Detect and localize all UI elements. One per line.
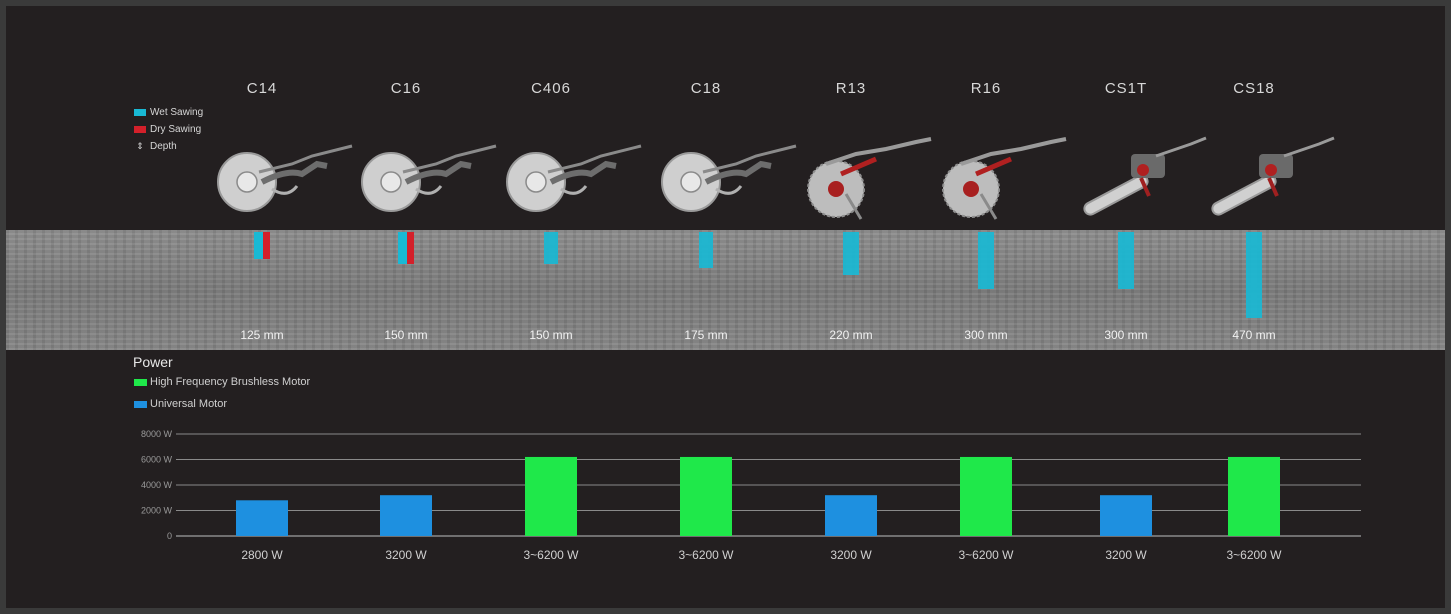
power-bar (1100, 495, 1152, 536)
depth-label: 300 mm (1104, 328, 1148, 342)
depth-icon: ⇕ (136, 141, 144, 151)
depth-label: 470 mm (1232, 328, 1276, 342)
chain-saw-icon (1083, 136, 1207, 216)
power-bar-chart: 0 2000 W 4000 W 6000 W 8000 W 2800 W 3200 W 3~6… (141, 429, 1361, 562)
ring-saw-icon (217, 144, 353, 212)
legend-universal: Universal Motor (134, 398, 227, 410)
y-tick-label: 0 (167, 531, 172, 541)
power-value-label: 3200 W (1105, 548, 1147, 562)
legend-dry-label: Dry Sawing (150, 124, 202, 135)
model-label: C14 (246, 80, 278, 97)
concrete-section (6, 230, 1445, 350)
power-value-label: 3200 W (385, 548, 427, 562)
dry-depth-bar (263, 232, 270, 259)
power-bar (1228, 456, 1280, 536)
power-bar (960, 456, 1012, 536)
wall-saw-icon (807, 137, 932, 220)
model-label: CS1T (1104, 80, 1148, 97)
wet-depth-bar (699, 232, 713, 268)
wet-depth-bar (254, 232, 263, 259)
wet-depth-bar (1246, 232, 1262, 318)
legend-wet-label: Wet Sawing (150, 107, 204, 118)
wet-depth-bar (1118, 232, 1134, 289)
depth-label: 175 mm (684, 328, 728, 342)
wet-sawing-swatch (134, 108, 146, 116)
power-bar (680, 456, 732, 536)
depth-bars (254, 232, 1262, 318)
power-bar (236, 500, 288, 536)
ring-saw-icon (661, 144, 797, 212)
model-label: CS18 (1233, 80, 1275, 97)
wet-depth-bar (843, 232, 859, 275)
wet-depth-bar (978, 232, 994, 289)
y-tick-label: 2000 W (141, 506, 173, 516)
model-label: R16 (970, 80, 1002, 97)
model-label: R13 (835, 80, 867, 97)
wet-depth-bar (544, 232, 558, 264)
depth-label: 150 mm (529, 328, 573, 342)
y-tick-label: 8000 W (141, 429, 173, 439)
product-comparison-panel: C14 C16 C406 C18 R13 R16 CS1T CS18 Wet Sawing D… (6, 6, 1445, 608)
power-value-label: 3~6200 W (958, 548, 1014, 562)
legend-depth: ⇕ Depth (134, 141, 177, 152)
legend-dry-sawing: Dry Sawing (134, 124, 201, 135)
dry-depth-bar (407, 232, 414, 264)
power-value-label: 3~6200 W (1226, 548, 1282, 562)
ring-saw-icon (506, 144, 642, 212)
y-tick-label: 4000 W (141, 480, 173, 490)
depth-label: 300 mm (964, 328, 1008, 342)
dry-sawing-swatch (134, 125, 146, 133)
brushless-swatch (134, 378, 147, 386)
legend-brushless: High Frequency Brushless Motor (134, 376, 310, 388)
wet-depth-bar (398, 232, 407, 264)
depth-label: 150 mm (384, 328, 428, 342)
power-value-label: 3200 W (830, 548, 872, 562)
power-value-label: 2800 W (241, 548, 283, 562)
power-value-label: 3~6200 W (523, 548, 579, 562)
wall-saw-icon (942, 137, 1067, 220)
legend-depth-label: Depth (150, 141, 177, 152)
universal-swatch (134, 400, 147, 408)
depth-label: 125 mm (240, 328, 284, 342)
chain-saw-icon (1211, 136, 1335, 216)
y-tick-label: 6000 W (141, 455, 173, 465)
model-label: C16 (390, 80, 422, 97)
depth-label: 220 mm (829, 328, 873, 342)
power-bar (525, 456, 577, 536)
ring-saw-icon (361, 144, 497, 212)
power-bar (380, 495, 432, 536)
legend-brushless-label: High Frequency Brushless Motor (150, 376, 311, 388)
legend-wet-sawing: Wet Sawing (134, 107, 203, 118)
legend-universal-label: Universal Motor (150, 398, 228, 410)
power-value-label: 3~6200 W (678, 548, 734, 562)
power-title: Power (133, 354, 173, 370)
power-bar (825, 495, 877, 536)
model-label: C406 (531, 80, 571, 97)
model-label: C18 (690, 80, 722, 97)
